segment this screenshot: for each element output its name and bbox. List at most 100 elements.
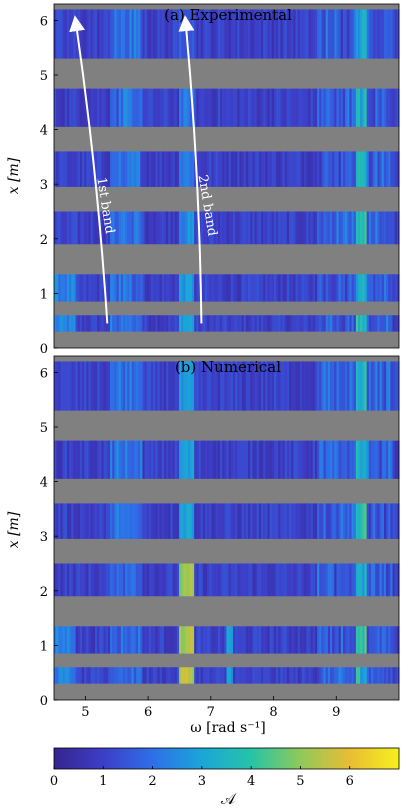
heat-cell [99, 667, 102, 684]
heat-cell [342, 440, 346, 479]
heat-cell [284, 211, 288, 245]
heat-cell [75, 503, 79, 539]
heat-cell [379, 563, 383, 597]
heat-cell [120, 361, 124, 411]
heat-cell [386, 626, 389, 654]
heat-cell [377, 211, 380, 245]
heat-cell [241, 315, 245, 332]
heat-cell [248, 315, 251, 332]
heat-cell [220, 211, 223, 245]
heat-cell [271, 274, 275, 302]
heat-cell [366, 563, 370, 597]
heat-cell [381, 503, 385, 539]
heat-cell [166, 563, 169, 597]
heat-cell [375, 274, 378, 302]
heat-cell [392, 626, 396, 654]
heat-cell [114, 563, 117, 597]
heat-cell [383, 151, 387, 187]
heat-cell [189, 667, 193, 684]
heat-cell [58, 88, 61, 127]
heat-cell [330, 361, 333, 411]
heat-cell [245, 151, 249, 187]
heat-cell [148, 88, 152, 127]
heat-cell [82, 626, 85, 654]
data-strip [54, 563, 400, 597]
heat-cell [368, 211, 372, 245]
heat-cell [276, 667, 279, 684]
heat-cell [299, 440, 303, 479]
heat-cell [107, 9, 111, 59]
heat-cell [114, 274, 117, 302]
heat-cell [271, 88, 275, 127]
heat-cell [336, 211, 340, 245]
heat-cell [306, 9, 309, 59]
heat-cell [56, 315, 59, 332]
heat-cell [62, 667, 66, 684]
heat-cell [276, 440, 279, 479]
heat-cell [304, 563, 307, 597]
heat-cell [202, 274, 206, 302]
heat-cell [99, 563, 102, 597]
heat-cell [82, 88, 85, 127]
heat-cell [172, 274, 176, 302]
heat-cell [226, 361, 230, 411]
heat-cell [377, 151, 380, 187]
heat-cell [202, 667, 206, 684]
heat-cell [228, 274, 232, 302]
heat-cell [360, 563, 363, 597]
heat-cell [84, 9, 87, 59]
heat-cell [381, 9, 385, 59]
heat-cell [157, 88, 161, 127]
heat-cell [295, 361, 299, 411]
heat-cell [105, 361, 109, 411]
heat-cell [194, 274, 197, 302]
heat-cell [110, 88, 113, 127]
heat-cell [310, 503, 314, 539]
heat-cell [84, 563, 87, 597]
heat-cell [170, 563, 173, 597]
heat-cell [263, 667, 266, 684]
heat-cell [194, 667, 197, 684]
heat-cell [125, 667, 128, 684]
heat-cell [349, 361, 352, 411]
heat-cell [202, 440, 206, 479]
heat-cell [69, 88, 72, 127]
heat-cell [185, 211, 189, 245]
heat-cell [301, 151, 305, 187]
heat-cell [232, 361, 236, 411]
heat-cell [209, 151, 212, 187]
heat-cell [370, 361, 374, 411]
heat-cell [120, 9, 124, 59]
heat-cell [161, 626, 165, 654]
heat-cell [280, 151, 283, 187]
heat-cell [103, 563, 107, 597]
heat-cell [390, 503, 393, 539]
heat-cell [358, 503, 361, 539]
heat-cell [73, 361, 76, 411]
heat-cell [133, 9, 137, 59]
heat-cell [312, 503, 316, 539]
heat-cell [368, 88, 372, 127]
heat-cell [58, 151, 61, 187]
heat-cell [155, 151, 158, 187]
heat-cell [129, 274, 133, 302]
heat-cell [297, 274, 301, 302]
heat-cell [323, 667, 327, 684]
heat-cell [291, 440, 294, 479]
heat-cell [301, 9, 305, 59]
heat-cell [142, 626, 145, 654]
heat-cell [388, 88, 391, 127]
heat-cell [112, 667, 115, 684]
heat-cell [327, 9, 331, 59]
heat-cell [77, 274, 81, 302]
heat-cell [144, 211, 148, 245]
heat-cell [213, 503, 217, 539]
heat-cell [263, 626, 266, 654]
heat-cell [123, 151, 126, 187]
heat-cell [282, 211, 286, 245]
heat-cell [235, 361, 238, 411]
heat-cell [289, 440, 292, 479]
heat-cell [161, 503, 165, 539]
heat-cell [396, 315, 400, 332]
heat-cell [133, 274, 137, 302]
